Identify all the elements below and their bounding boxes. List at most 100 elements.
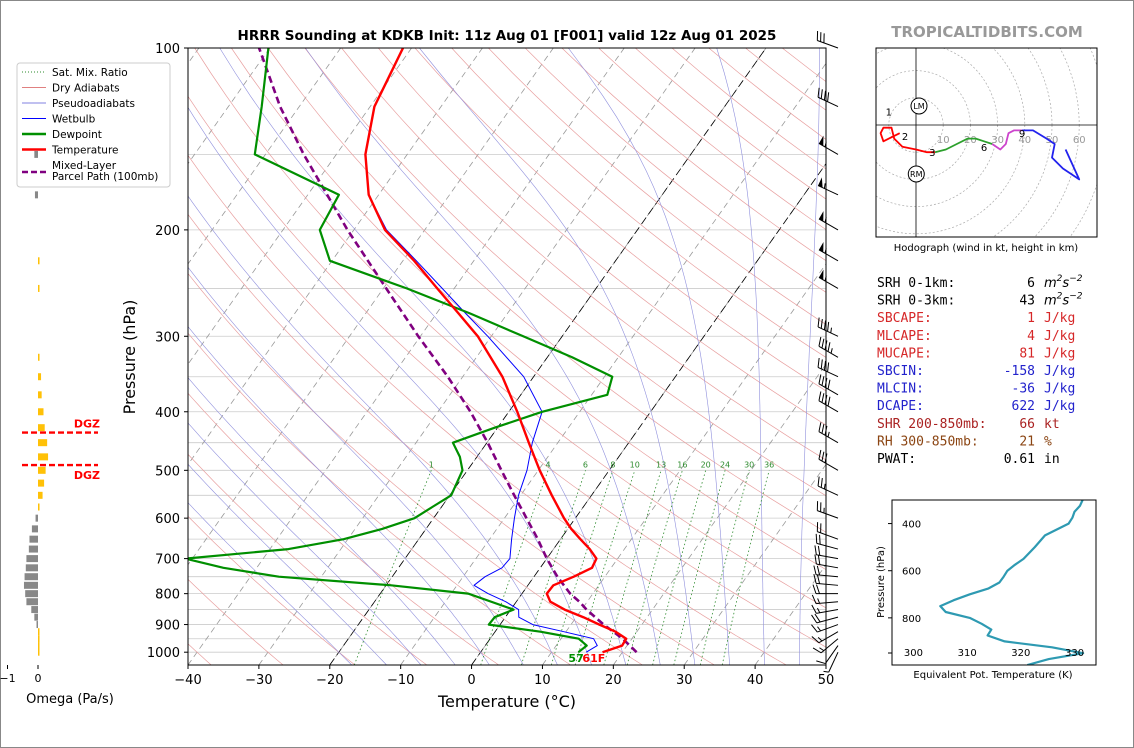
param-value: 1	[1027, 311, 1035, 326]
dry-adiabat	[378, 48, 826, 426]
x-tick-label: −10	[387, 673, 414, 688]
wind-barb	[811, 604, 839, 614]
mixing-ratio-line	[550, 470, 614, 665]
mixing-ratio-label: 8	[610, 460, 615, 469]
param-value: 43	[1019, 294, 1035, 309]
mixing-ratio-line	[626, 470, 683, 665]
wind-barb	[818, 241, 839, 262]
skewt-plot: 1 4 6 8 10 13 16 20 24 30 36 100200300400500600700…	[120, 42, 835, 711]
legend-label: Dry Adiabats	[52, 83, 120, 95]
mixing-ratio-label: 4	[546, 460, 551, 469]
omega-bar	[38, 391, 42, 399]
hodograph-height-label: 3	[929, 148, 935, 159]
dry-adiabat	[451, 48, 826, 358]
omega-bar	[29, 535, 38, 543]
param-label: MLCIN:	[877, 382, 924, 397]
x-tick-label: 50	[818, 673, 835, 688]
omega-bar	[36, 621, 38, 629]
brand-logo-text: TROPICALTIDBITS.COM	[891, 23, 1083, 41]
dgz-label: DGZ	[74, 418, 100, 431]
hodograph-caption: Hodograph (wind in kt, height in km)	[894, 243, 1079, 254]
wind-barb	[816, 645, 839, 665]
param-value: 21	[1019, 434, 1035, 449]
omega-bar	[31, 606, 38, 614]
hodograph-trace	[1022, 129, 1081, 181]
pseudoadiabat	[188, 266, 524, 665]
pseudoadiabat	[188, 377, 456, 665]
legend-label: Mixed-Layer	[52, 160, 117, 172]
mixing-ratio-label: 20	[701, 460, 711, 469]
mixing-ratio-line	[574, 470, 636, 665]
isotherm-line	[683, 463, 826, 665]
dry-adiabat	[188, 213, 715, 665]
wind-barb	[812, 584, 838, 595]
dry-adiabat	[488, 48, 826, 325]
hodograph-trace	[934, 137, 993, 154]
mixing-ratio-label: 30	[744, 460, 754, 469]
omega-bar	[35, 514, 38, 522]
pseudoadiabat	[188, 422, 422, 665]
omega-x-tick-label: 0	[35, 672, 42, 685]
x-tick-label: 30	[676, 673, 693, 688]
isotherm-line	[400, 62, 826, 665]
omega-x-tick-label: −1	[0, 672, 16, 685]
wind-barb	[811, 613, 839, 624]
wind-barb	[812, 638, 839, 654]
omega-xlabel: Omega (Pa/s)	[26, 692, 114, 707]
param-unit: J/kg	[1044, 399, 1075, 414]
wind-barb	[817, 87, 839, 108]
omega-bar	[23, 581, 38, 589]
storm-motion-marker	[907, 165, 925, 183]
mixing-ratio-label: 16	[677, 460, 687, 469]
hodograph-trace	[991, 129, 1023, 151]
wind-barb	[818, 449, 839, 471]
dry-adiabat	[188, 515, 356, 665]
wind-barb	[813, 565, 839, 578]
y-tick-label: 100	[155, 42, 180, 57]
mixing-ratio-line	[603, 470, 662, 665]
x-tick-label: 0	[467, 673, 475, 688]
y-tick-label: 200	[155, 224, 180, 239]
x-tick-label: 40	[747, 673, 764, 688]
mixing-ratio-label: 10	[630, 460, 640, 469]
hodograph-ring-label: 10	[937, 135, 950, 146]
wind-barb	[811, 631, 839, 644]
hodograph-frame	[875, 47, 1098, 238]
theta-e-x-tick-label: 300	[904, 648, 923, 659]
wind-barb	[816, 522, 839, 540]
param-value: 0.61	[1004, 452, 1035, 467]
wind-barb	[814, 545, 839, 560]
dry-adiabat	[188, 392, 499, 665]
omega-bar	[38, 257, 40, 265]
param-value: 66	[1019, 417, 1035, 432]
param-unit: J/kg	[1044, 346, 1075, 361]
mixing-ratio-label: 36	[764, 460, 774, 469]
storm-motion-label: RM	[910, 170, 923, 179]
dry-adiabat	[231, 48, 826, 571]
omega-bar	[34, 191, 38, 199]
omega-bar	[38, 408, 44, 416]
wind-barb	[818, 391, 839, 413]
mixing-ratio-line	[353, 470, 432, 665]
hodograph-ring-label: 30	[991, 135, 1004, 146]
dry-adiabat	[188, 154, 787, 665]
pseudoadiabat	[305, 48, 661, 665]
hodograph-ring-label: 50	[1046, 135, 1059, 146]
param-unit: J/kg	[1044, 364, 1075, 379]
wind-barb	[813, 574, 839, 586]
pseudoadiabat	[188, 502, 353, 665]
pseudoadiabat	[716, 48, 765, 665]
wind-barb	[818, 269, 839, 289]
legend-label: Temperature	[51, 145, 119, 157]
param-unit: m2s−2	[1044, 274, 1083, 291]
theta-e-xlabel: Equivalent Pot. Temperature (K)	[913, 670, 1072, 681]
hodograph-height-label: 2	[902, 132, 908, 143]
theta-e-x-tick-label: 310	[958, 648, 977, 659]
omega-bar	[38, 424, 45, 432]
isotherm-line	[258, 48, 696, 665]
param-label: RH 300-850mb:	[877, 434, 979, 449]
omega-bar	[38, 353, 40, 361]
x-tick-label: 20	[605, 673, 622, 688]
dry-adiabat	[188, 272, 643, 665]
